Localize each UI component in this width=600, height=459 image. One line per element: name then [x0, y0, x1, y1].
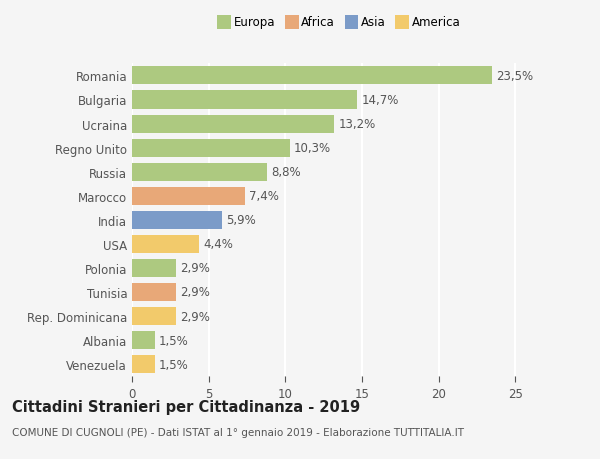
Text: 23,5%: 23,5%: [496, 70, 533, 83]
Bar: [132, 67, 493, 85]
Bar: [132, 211, 223, 230]
Text: COMUNE DI CUGNOLI (PE) - Dati ISTAT al 1° gennaio 2019 - Elaborazione TUTTITALIA: COMUNE DI CUGNOLI (PE) - Dati ISTAT al 1…: [12, 427, 464, 437]
Bar: [132, 139, 290, 157]
Text: 10,3%: 10,3%: [294, 142, 331, 155]
Text: Cittadini Stranieri per Cittadinanza - 2019: Cittadini Stranieri per Cittadinanza - 2…: [12, 399, 360, 414]
Bar: [132, 355, 155, 373]
Bar: [132, 308, 176, 325]
Text: 1,5%: 1,5%: [159, 334, 188, 347]
Text: 2,9%: 2,9%: [181, 262, 210, 275]
Bar: [132, 187, 245, 205]
Bar: [132, 235, 199, 253]
Bar: [132, 115, 334, 133]
Text: 8,8%: 8,8%: [271, 166, 301, 179]
Text: 5,9%: 5,9%: [226, 214, 256, 227]
Text: 1,5%: 1,5%: [159, 358, 188, 371]
Text: 7,4%: 7,4%: [250, 190, 279, 203]
Text: 4,4%: 4,4%: [203, 238, 233, 251]
Bar: [132, 259, 176, 277]
Text: 14,7%: 14,7%: [361, 94, 398, 107]
Bar: [132, 331, 155, 349]
Legend: Europa, Africa, Asia, America: Europa, Africa, Asia, America: [215, 14, 463, 32]
Bar: [132, 283, 176, 302]
Bar: [132, 163, 267, 181]
Bar: [132, 91, 358, 109]
Text: 13,2%: 13,2%: [338, 118, 376, 131]
Text: 2,9%: 2,9%: [181, 310, 210, 323]
Text: 2,9%: 2,9%: [181, 286, 210, 299]
